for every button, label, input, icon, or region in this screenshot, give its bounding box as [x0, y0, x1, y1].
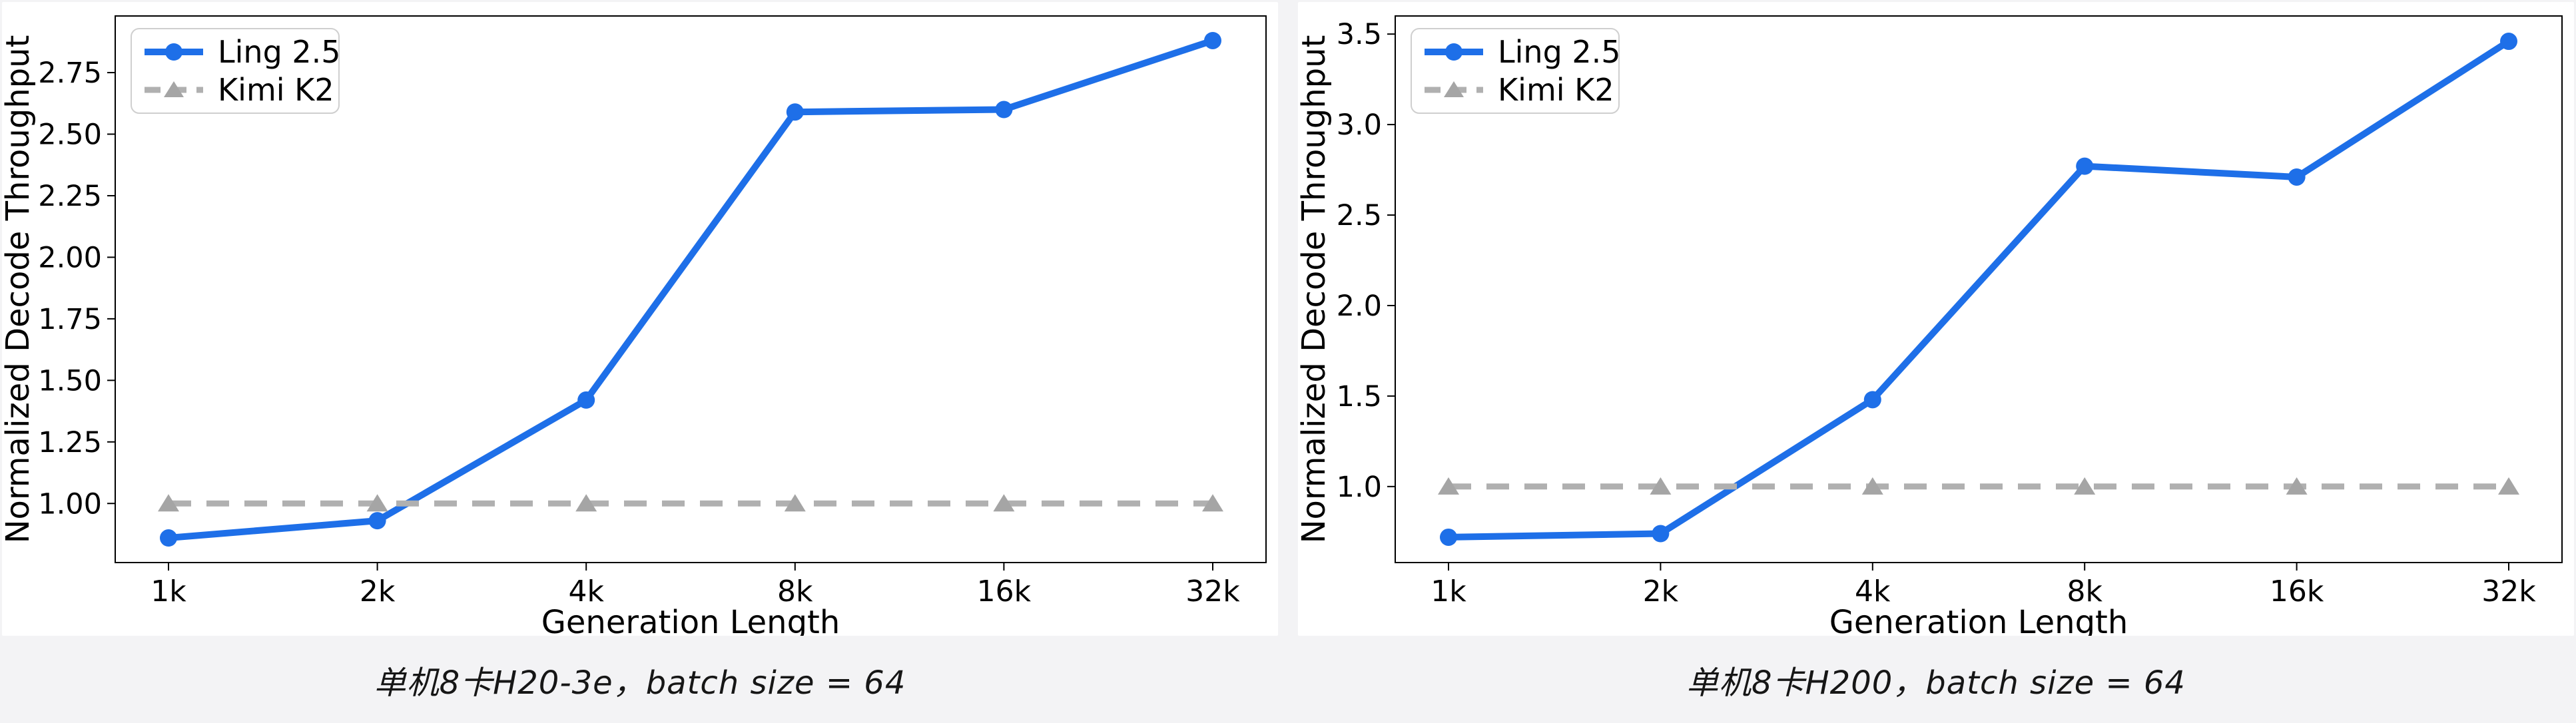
data-point-marker: [786, 103, 804, 121]
plot-frame: [1395, 15, 2563, 563]
x-axis: 1k 2k 4k 8k 16k 32k: [1431, 563, 2536, 608]
x-tick-label: 8k: [777, 575, 813, 608]
data-point-marker: [2076, 157, 2094, 175]
legend-label: Ling 2.5: [1498, 34, 1621, 70]
y-axis: 1.0 1.5 2.0 2.5 3.0 3.5: [1337, 18, 1395, 504]
data-point-marker: [577, 391, 595, 409]
data-point-marker: [1863, 391, 1881, 409]
legend-triangle-marker-icon: [1444, 81, 1464, 97]
y-tick-label: 1.00: [38, 487, 102, 521]
y-tick-label: 2.75: [38, 57, 102, 90]
y-tick-label: 1.0: [1337, 471, 1382, 504]
x-axis: 1k 2k 4k 8k 16k 32k: [151, 563, 1240, 608]
series-line-ling-2-5: [1448, 38, 2511, 541]
y-tick-label: 3.0: [1337, 109, 1382, 142]
data-point-marker: [784, 494, 806, 512]
y-tick-label: 2.5: [1337, 199, 1382, 232]
y-axis-title: Normalized Decode Throughput: [1298, 35, 1333, 544]
legend-label: Ling 2.5: [218, 34, 341, 70]
chart-panel-h200: 1.0 1.5 2.0 2.5 3.0 3.5 1k 2k 4k 8k 16k 32k Generati…: [1298, 2, 2574, 723]
data-point-marker: [2500, 33, 2517, 51]
chart-card-h200: 1.0 1.5 2.0 2.5 3.0 3.5 1k 2k 4k 8k 16k 32k Generati…: [1298, 2, 2574, 636]
legend-label: Kimi K2: [1498, 72, 1614, 108]
x-tick-label: 32k: [1185, 575, 1240, 608]
data-point-marker: [2074, 477, 2096, 495]
x-axis-title: Generation Length: [1829, 604, 2128, 636]
legend-label: Kimi K2: [218, 72, 334, 108]
data-point-marker: [1202, 494, 1223, 512]
data-point-marker: [995, 101, 1013, 119]
x-tick-label: 32k: [2481, 575, 2536, 608]
y-tick-label: 2.00: [38, 241, 102, 274]
data-point-marker: [1440, 528, 1457, 546]
x-tick-label: 4k: [568, 575, 604, 608]
data-point-marker: [1861, 477, 1883, 495]
legend-circle-marker-icon: [165, 43, 182, 61]
plot-frame: [115, 15, 1267, 563]
y-axis-title: Normalized Decode Throughput: [2, 35, 37, 544]
y-tick-label: 1.50: [38, 364, 102, 397]
y-tick-label: 1.75: [38, 303, 102, 336]
x-tick-label: 16k: [977, 575, 1032, 608]
chart-card-h20-3e: 1.00 1.25 1.50 1.75 2.00 2.25 2.50 2.75 1k 2k 4k 8k…: [2, 2, 1278, 636]
x-tick-label: 8k: [2067, 575, 2102, 608]
legend-triangle-marker-icon: [164, 81, 184, 97]
y-axis: 1.00 1.25 1.50 1.75 2.00 2.25 2.50 2.75: [38, 57, 115, 521]
data-point-marker: [2498, 477, 2519, 495]
y-tick-label: 2.0: [1337, 290, 1382, 323]
data-point-marker: [2288, 168, 2306, 186]
data-point-marker: [158, 494, 179, 512]
y-tick-label: 3.5: [1337, 18, 1382, 51]
throughput-chart-h20-3e: 1.00 1.25 1.50 1.75 2.00 2.25 2.50 2.75 1k 2k 4k 8k…: [2, 15, 1267, 636]
legend-circle-marker-icon: [1445, 43, 1462, 61]
y-tick-label: 2.50: [38, 119, 102, 152]
data-point-marker: [1438, 477, 1459, 495]
data-point-marker: [993, 494, 1015, 512]
data-point-marker: [1650, 477, 1672, 495]
data-point-marker: [575, 494, 597, 512]
y-tick-label: 1.25: [38, 426, 102, 459]
data-point-marker: [1652, 525, 1670, 543]
x-tick-label: 2k: [360, 575, 396, 608]
y-tick-label: 2.25: [38, 180, 102, 213]
series-line-ling-2-5: [168, 37, 1214, 541]
y-tick-label: 1.5: [1337, 380, 1382, 413]
x-axis-title: Generation Length: [541, 604, 840, 636]
chart-caption-h20-3e: 单机8卡H20-3e，batch size = 64: [374, 664, 906, 702]
x-tick-label: 16k: [2270, 575, 2324, 608]
x-tick-label: 1k: [1431, 575, 1466, 608]
data-point-marker: [2286, 477, 2308, 495]
x-tick-label: 4k: [1855, 575, 1891, 608]
x-tick-label: 1k: [151, 575, 186, 608]
throughput-chart-h200: 1.0 1.5 2.0 2.5 3.0 3.5 1k 2k 4k 8k 16k 32k Generati…: [1298, 15, 2563, 636]
data-point-marker: [160, 529, 177, 547]
chart-caption-h200: 单机8卡H200，batch size = 64: [1686, 664, 2186, 702]
chart-panel-h20-3e: 1.00 1.25 1.50 1.75 2.00 2.25 2.50 2.75 1k 2k 4k 8k…: [2, 2, 1278, 723]
data-point-marker: [368, 512, 386, 530]
data-point-marker: [366, 494, 388, 512]
data-point-marker: [1204, 31, 1221, 49]
x-tick-label: 2k: [1643, 575, 1679, 608]
